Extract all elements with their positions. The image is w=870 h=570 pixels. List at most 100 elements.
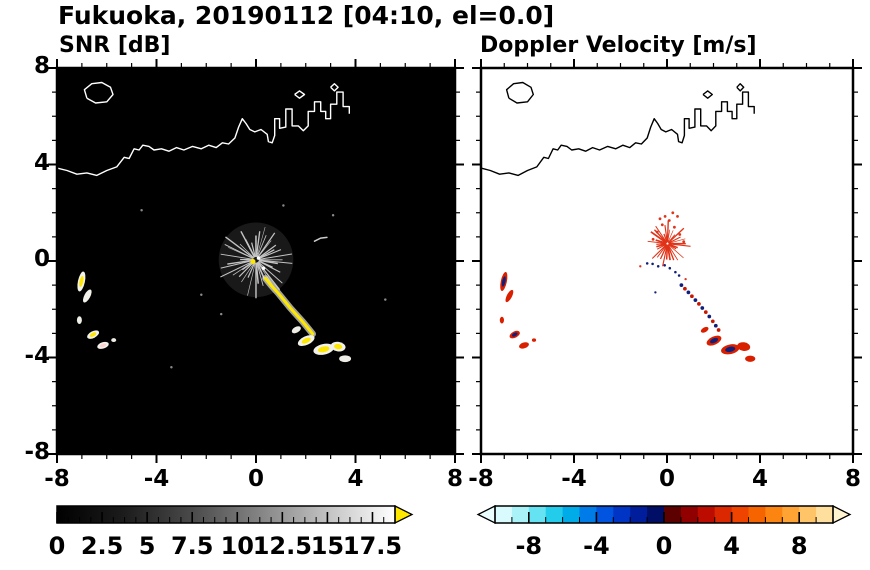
radar-echo-dot xyxy=(674,270,677,274)
colorbar-block xyxy=(528,506,547,523)
axis-tick-label: -8 xyxy=(468,466,494,492)
colorbar-block xyxy=(562,506,580,523)
colorbar-block xyxy=(680,506,699,523)
axis-tick-label: 0 xyxy=(658,466,675,492)
axis-tick-label: 4 xyxy=(751,466,768,492)
radar-echo-dot xyxy=(700,306,705,310)
radar-echo-ray xyxy=(258,249,282,260)
coastline xyxy=(505,81,534,104)
radar-echo-dot xyxy=(656,265,660,268)
radar-echo-ray xyxy=(668,244,684,259)
colorbar-tick-label: 8 xyxy=(791,532,808,560)
radar-echo-dot xyxy=(716,328,721,332)
colorbar-block xyxy=(596,506,614,523)
radar-echo-blob xyxy=(82,289,92,303)
radar-echo-dot xyxy=(250,259,256,264)
radar-echo-dot xyxy=(663,264,666,267)
radar-echo-dot xyxy=(384,298,387,301)
radar-echo-dot xyxy=(331,213,335,217)
radar-echo-blob xyxy=(519,342,529,349)
radar-echo-blob xyxy=(291,326,301,334)
radar-echo-streak xyxy=(313,236,328,242)
radar-echo-ray xyxy=(656,243,667,248)
radar-echo-dot xyxy=(639,265,642,268)
coastline xyxy=(702,90,713,99)
radar-echo-dot xyxy=(678,233,682,236)
colorbar-overflow-arrow xyxy=(394,504,414,525)
radar-echo-blob xyxy=(700,326,709,333)
radar-echo-ray xyxy=(227,259,254,265)
radar-echo-ray xyxy=(255,231,261,258)
radar-echo-ray xyxy=(655,239,667,245)
radar-echo-dot xyxy=(651,237,655,241)
colorbar-block xyxy=(630,506,648,523)
colorbar-block xyxy=(613,506,631,523)
colorbar-block xyxy=(697,506,716,523)
colorbar-block xyxy=(545,506,564,523)
colorbar-block xyxy=(816,506,834,523)
radar-echo-blob xyxy=(500,272,508,291)
radar-echo-ray xyxy=(225,236,255,259)
radar-echo-dot xyxy=(683,286,687,291)
colorbar-tick-label: 0 xyxy=(49,532,66,560)
radar-echo-dot xyxy=(668,266,672,270)
radar-echo-dot xyxy=(677,274,681,277)
colorbar-block xyxy=(495,506,513,523)
radar-echo-ray xyxy=(667,244,679,261)
radar-echo-dot xyxy=(667,219,671,222)
coastline xyxy=(330,83,339,92)
radar-echo-ray xyxy=(220,253,254,260)
radar-echo-blob xyxy=(297,335,315,347)
colorbar-tick-label: 15 xyxy=(311,532,344,560)
radar-echo-ray xyxy=(668,236,681,244)
radar-echo-blob xyxy=(745,355,756,362)
radar-echo-blob xyxy=(706,335,722,346)
radar-echo-blob xyxy=(499,316,504,324)
radar-echo-blob xyxy=(737,342,751,351)
radar-echo-ray xyxy=(241,262,255,283)
axis-tick-label: 4 xyxy=(33,149,50,176)
plot-background xyxy=(481,68,853,454)
radar-echo-ray xyxy=(659,244,668,260)
radar-echo-dot xyxy=(660,223,664,227)
colorbar-gradient xyxy=(57,506,395,523)
radar-echo-dot xyxy=(673,225,676,229)
radar-echo-ray xyxy=(647,240,667,244)
radar-echo-blob xyxy=(339,355,352,363)
colorbar-tick-label: 2.5 xyxy=(81,532,124,560)
radar-echo-ray xyxy=(247,262,256,278)
radar-echo-ray xyxy=(258,259,293,264)
radar-echo-dot xyxy=(658,217,662,221)
radar-echo-dot xyxy=(655,230,659,234)
radar-echo-ray xyxy=(662,244,668,267)
radar-echo-blob xyxy=(97,341,109,349)
coastline xyxy=(480,91,755,177)
radar-echo-streak xyxy=(264,276,315,336)
radar-echo-ray xyxy=(239,243,255,258)
colorbar-block xyxy=(511,506,530,523)
snr-plot xyxy=(48,59,464,463)
radar-echo-dot xyxy=(261,266,266,270)
axis-tick-label: 8 xyxy=(33,53,50,79)
radar-echo-ray xyxy=(664,225,668,243)
radar-echo-ray xyxy=(258,244,277,259)
radar-echo-ray xyxy=(667,227,685,244)
radar-echo-ray xyxy=(238,261,255,278)
figure-title: Fukuoka, 20190112 [04:10, el=0.0] xyxy=(58,1,555,30)
radar-echo-dot xyxy=(713,323,718,328)
coastline xyxy=(56,91,350,177)
radar-echo-ray xyxy=(668,243,679,249)
radar-echo-ray xyxy=(258,260,273,268)
radar-echo-ray xyxy=(650,231,668,244)
doppler-colorbar: -8 -4 0 4 8 xyxy=(476,504,852,560)
colorbar-tick-label: 10 xyxy=(221,532,254,560)
radar-echo-dot xyxy=(645,262,649,265)
radar-echo-ray xyxy=(255,262,259,284)
radar-echo-dot xyxy=(703,310,708,314)
snr-panel-title: SNR [dB] xyxy=(59,33,171,58)
radar-echo-ray xyxy=(655,225,668,243)
radar-echo-ray xyxy=(224,244,254,259)
radar-echo-dot xyxy=(682,240,686,244)
colorbar-block xyxy=(782,506,800,523)
